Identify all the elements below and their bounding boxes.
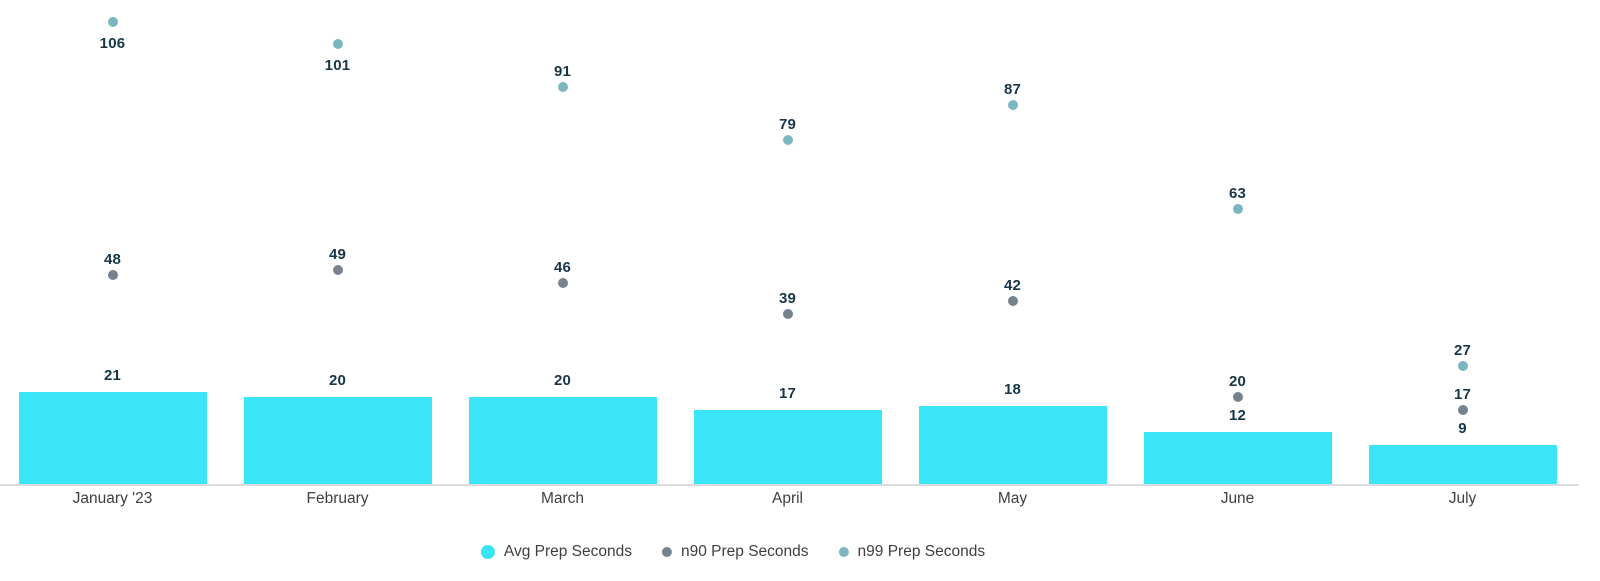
point-n90-prep-seconds[interactable] <box>1232 391 1243 402</box>
x-axis-label: February <box>306 490 369 507</box>
legend-label: n90 Prep Seconds <box>681 543 809 560</box>
value-label-n90-prep-seconds: 39 <box>778 289 797 307</box>
point-n99-prep-seconds[interactable] <box>1457 361 1468 372</box>
point-n99-prep-seconds[interactable] <box>332 38 343 49</box>
point-n99-prep-seconds[interactable] <box>557 82 568 93</box>
legend-item-avg-prep-seconds[interactable]: Avg Prep Seconds <box>480 543 633 561</box>
legend: Avg Prep Seconds n90 Prep Seconds n99 Prep… <box>480 543 986 561</box>
value-label-avg-prep-seconds: 20 <box>328 371 347 389</box>
value-label-avg-prep-seconds: 18 <box>1003 380 1022 398</box>
x-axis-label: January '23 <box>72 490 153 507</box>
x-axis-label: March <box>540 490 585 507</box>
bar-avg-prep-seconds[interactable] <box>693 409 882 484</box>
legend-item-n90-prep-seconds[interactable]: n90 Prep Seconds <box>662 543 809 561</box>
value-label-n99-prep-seconds: 27 <box>1453 342 1472 360</box>
value-label-n90-prep-seconds: 49 <box>328 246 347 264</box>
value-label-n90-prep-seconds: 17 <box>1453 385 1472 403</box>
bar-avg-prep-seconds[interactable] <box>1368 444 1557 484</box>
legend-marker-n90-prep-seconds-icon <box>662 547 673 557</box>
value-label-n99-prep-seconds: 63 <box>1228 185 1247 203</box>
bar-avg-prep-seconds[interactable] <box>243 396 432 484</box>
bar-avg-prep-seconds[interactable] <box>1143 431 1332 484</box>
value-label-n90-prep-seconds: 20 <box>1228 372 1247 390</box>
value-label-avg-prep-seconds: 12 <box>1228 406 1247 424</box>
value-label-n99-prep-seconds: 79 <box>778 115 797 133</box>
x-axis-label: June <box>1220 490 1255 507</box>
value-label-n99-prep-seconds: 87 <box>1003 80 1022 98</box>
value-label-n99-prep-seconds: 101 <box>324 56 351 74</box>
legend-label: n99 Prep Seconds <box>857 543 986 560</box>
legend-label: Avg Prep Seconds <box>503 543 633 560</box>
point-n90-prep-seconds[interactable] <box>1007 295 1018 306</box>
point-n99-prep-seconds[interactable] <box>1232 204 1243 215</box>
legend-marker-avg-prep-seconds-icon <box>480 545 495 559</box>
point-n90-prep-seconds[interactable] <box>107 269 118 280</box>
value-label-n90-prep-seconds: 46 <box>553 259 572 277</box>
point-n99-prep-seconds[interactable] <box>107 16 118 27</box>
legend-item-n99-prep-seconds[interactable]: n99 Prep Seconds <box>838 543 986 561</box>
x-axis-line <box>0 484 1579 486</box>
value-label-avg-prep-seconds: 9 <box>1458 419 1467 437</box>
bar-avg-prep-seconds[interactable] <box>918 405 1107 484</box>
x-axis-label: April <box>771 490 803 507</box>
point-n90-prep-seconds[interactable] <box>1457 404 1468 415</box>
value-label-n99-prep-seconds: 106 <box>99 34 126 52</box>
bar-avg-prep-seconds[interactable] <box>18 392 207 484</box>
point-n90-prep-seconds[interactable] <box>332 265 343 276</box>
point-n90-prep-seconds[interactable] <box>557 278 568 289</box>
value-label-n99-prep-seconds: 91 <box>553 63 572 81</box>
value-label-n90-prep-seconds: 42 <box>1003 276 1022 294</box>
point-n99-prep-seconds[interactable] <box>782 134 793 145</box>
point-n90-prep-seconds[interactable] <box>782 308 793 319</box>
value-label-n90-prep-seconds: 48 <box>103 250 122 268</box>
value-label-avg-prep-seconds: 21 <box>103 367 122 385</box>
legend-marker-n99-prep-seconds-icon <box>838 547 849 557</box>
value-label-avg-prep-seconds: 17 <box>778 384 797 402</box>
point-n99-prep-seconds[interactable] <box>1007 99 1018 110</box>
bar-avg-prep-seconds[interactable] <box>468 396 657 484</box>
x-axis-label: July <box>1448 490 1477 507</box>
value-label-avg-prep-seconds: 20 <box>553 371 572 389</box>
x-axis-label: May <box>997 490 1028 507</box>
